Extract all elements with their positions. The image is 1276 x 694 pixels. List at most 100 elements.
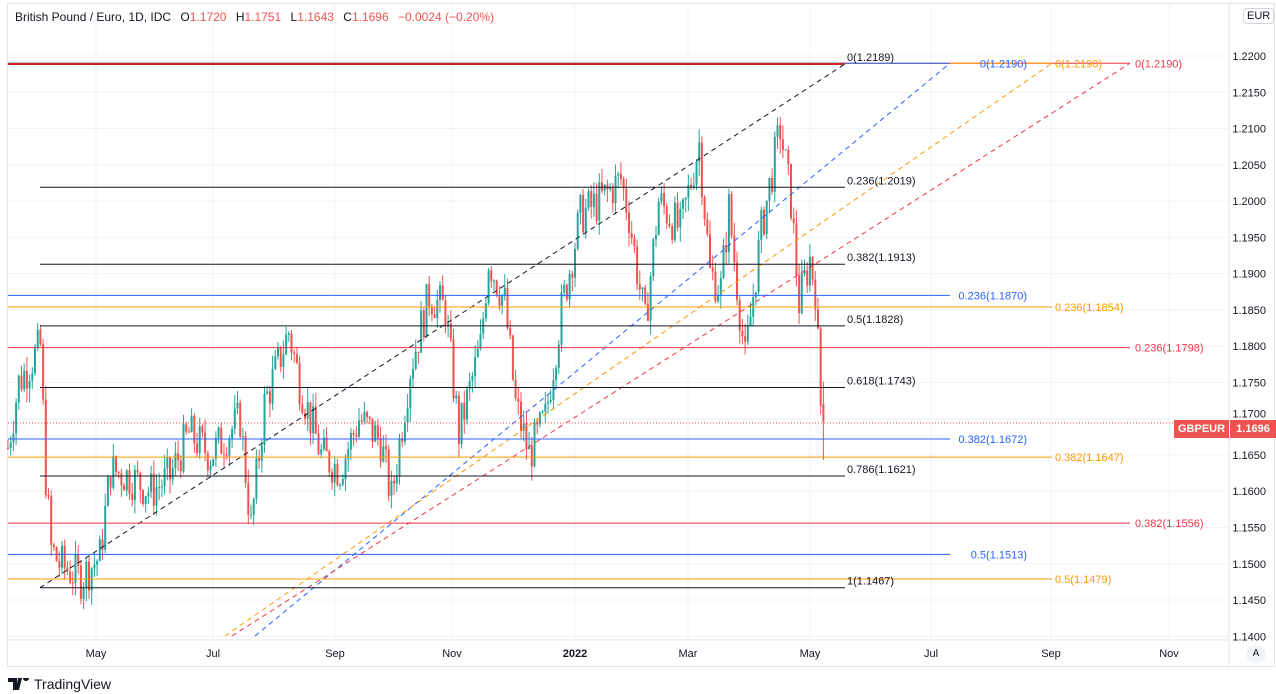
time-tick-label: Jul: [206, 648, 220, 660]
candle-body: [698, 142, 701, 163]
candle-body: [58, 561, 61, 568]
candle-body: [252, 499, 255, 515]
candle-body: [773, 136, 776, 192]
candle-body: [808, 257, 811, 286]
candle-body: [198, 426, 201, 453]
candle-body: [241, 436, 244, 438]
price-tick-label: 1.1550: [1232, 523, 1266, 535]
candle-body: [522, 423, 525, 431]
candle-body: [220, 427, 223, 454]
candle-body: [63, 545, 66, 568]
candle-body: [266, 391, 269, 394]
candle-body: [595, 193, 598, 221]
tradingview-logo-icon: [8, 678, 29, 690]
price-tick-label: 1.1400: [1232, 631, 1266, 643]
candle-body: [331, 472, 333, 483]
candle-body: [568, 273, 571, 300]
candle-body: [123, 485, 126, 491]
candle-body: [714, 271, 717, 302]
candle-body: [212, 459, 215, 466]
chart-frame: [7, 3, 1275, 667]
price-tick-label: 1.2150: [1232, 87, 1266, 99]
auto-scale-button[interactable]: A: [1246, 645, 1266, 663]
fib-red-level-label: 0(1.2190): [1135, 58, 1182, 70]
candle-body: [471, 376, 474, 381]
candle-body: [152, 473, 155, 506]
candle-body: [39, 329, 42, 345]
last-price-tag: 1.1696: [1230, 420, 1276, 438]
candle-body: [74, 554, 77, 583]
candle-body: [279, 346, 282, 367]
candle-body: [301, 404, 304, 414]
candle-body: [684, 197, 687, 200]
candle-body: [625, 188, 628, 213]
candle-body: [185, 424, 188, 432]
candle-body: [393, 480, 396, 484]
candle-body: [692, 185, 695, 187]
candle-body: [706, 219, 709, 235]
candle-body: [493, 280, 495, 282]
currency-button[interactable]: EUR: [1243, 8, 1275, 24]
candle-body: [690, 184, 693, 187]
candle-body: [376, 425, 379, 438]
candle-body: [768, 178, 771, 201]
candle-body: [665, 206, 668, 224]
candle-body: [293, 352, 296, 355]
candle-body: [228, 438, 231, 456]
time-tick-label: 2022: [563, 648, 587, 660]
tradingview-logo[interactable]: TradingView: [8, 676, 111, 692]
candle-body: [709, 234, 711, 268]
candle-body: [339, 484, 342, 486]
candle-body: [144, 496, 147, 504]
candle-body: [236, 402, 239, 409]
candle-body: [79, 565, 82, 600]
candle-body: [325, 437, 328, 452]
candle-body: [730, 194, 733, 236]
candle-body: [401, 438, 404, 442]
candle-body: [536, 421, 539, 425]
candle-body: [738, 300, 741, 331]
candle-body: [447, 323, 450, 326]
candle-body: [633, 237, 636, 247]
candle-body: [349, 432, 352, 450]
candle-body: [565, 284, 568, 300]
candle-body: [414, 351, 417, 369]
candle-body: [274, 356, 277, 369]
candle-body: [314, 406, 317, 434]
candle-body: [385, 446, 387, 450]
candle-body: [9, 442, 12, 449]
candle-body: [352, 432, 355, 435]
candle-body: [719, 277, 722, 296]
candle-body: [374, 425, 377, 442]
candle-body: [298, 362, 301, 405]
candle-body: [174, 453, 177, 469]
candle-body: [679, 208, 682, 228]
price-tick-label: 1.1450: [1232, 595, 1266, 607]
candle-body: [88, 561, 90, 591]
candle-body: [50, 496, 53, 545]
candle-body: [501, 294, 504, 306]
candle-body: [754, 292, 757, 298]
candle-body: [703, 197, 706, 220]
candle-body: [260, 445, 263, 461]
candle-body: [547, 401, 549, 404]
candle-body: [206, 453, 209, 471]
candle-body: [204, 432, 207, 454]
candle-body: [409, 378, 412, 409]
candle-body: [555, 367, 558, 381]
candle-body: [592, 193, 595, 207]
candle-body: [98, 539, 101, 561]
candle-body: [765, 200, 768, 235]
candle-body: [309, 402, 312, 434]
candle-body: [422, 310, 425, 338]
candle-body: [614, 175, 617, 204]
candle-body: [115, 456, 117, 472]
candle-body: [571, 273, 574, 278]
candle-body: [590, 191, 593, 207]
candle-body: [93, 564, 96, 569]
candle-body: [295, 354, 298, 363]
candle-body: [187, 431, 190, 433]
candle-body: [530, 446, 533, 467]
candle-body: [544, 403, 547, 412]
